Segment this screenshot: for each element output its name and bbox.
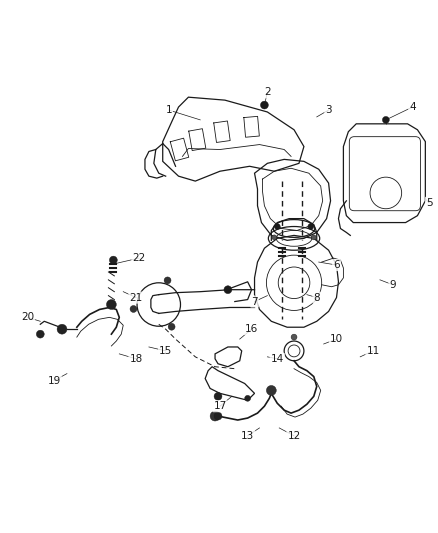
Text: 21: 21 (130, 293, 143, 303)
Text: 11: 11 (367, 346, 380, 356)
Circle shape (57, 324, 67, 334)
Text: 6: 6 (333, 260, 340, 270)
Circle shape (382, 116, 389, 123)
Circle shape (110, 256, 117, 264)
Text: 3: 3 (325, 105, 332, 115)
Text: 2: 2 (264, 87, 271, 97)
Circle shape (311, 235, 316, 240)
Circle shape (274, 223, 280, 230)
Text: 18: 18 (130, 354, 143, 364)
Text: 12: 12 (287, 431, 300, 441)
Circle shape (214, 412, 222, 420)
Circle shape (261, 101, 268, 109)
Text: 1: 1 (165, 105, 172, 115)
Text: 4: 4 (409, 102, 416, 112)
Text: 22: 22 (132, 253, 146, 263)
Circle shape (291, 334, 297, 340)
Text: 13: 13 (241, 431, 254, 441)
Text: 7: 7 (251, 296, 258, 306)
Circle shape (266, 385, 276, 395)
Circle shape (308, 223, 314, 230)
Circle shape (164, 277, 171, 284)
Text: 10: 10 (330, 334, 343, 344)
Circle shape (168, 324, 175, 330)
Circle shape (130, 305, 137, 312)
Circle shape (106, 300, 117, 310)
Text: 20: 20 (21, 312, 34, 322)
Text: 16: 16 (245, 324, 258, 334)
Text: 19: 19 (47, 376, 61, 385)
Text: 14: 14 (271, 354, 284, 364)
Circle shape (272, 235, 277, 240)
Circle shape (245, 395, 251, 401)
Text: 15: 15 (159, 346, 172, 356)
Circle shape (210, 411, 220, 421)
Text: 5: 5 (426, 198, 433, 208)
Circle shape (224, 286, 232, 294)
Text: 17: 17 (213, 401, 226, 411)
Text: 8: 8 (314, 293, 320, 303)
Circle shape (36, 330, 44, 338)
Circle shape (214, 392, 222, 400)
Text: 9: 9 (389, 280, 396, 290)
